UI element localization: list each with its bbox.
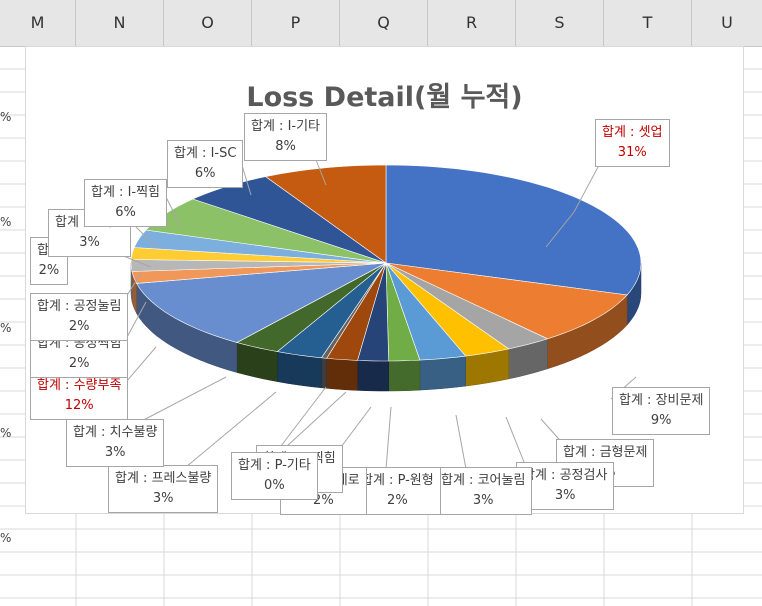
data-label-name: 합계 : 금형문제	[563, 445, 648, 460]
leader-line	[505, 416, 527, 468]
cell-percent-2: %	[0, 215, 12, 229]
leader-line	[385, 406, 392, 470]
pie-slice	[385, 164, 642, 296]
data-label-name: 합계 : I-SC	[174, 146, 237, 161]
leader-line	[133, 376, 227, 426]
pie-slice	[385, 262, 510, 357]
data-label[interactable]: 합계 : 코어눌림 3%	[434, 467, 533, 515]
pie-slice	[236, 262, 387, 352]
data-label-value: 3%	[554, 488, 576, 503]
data-label[interactable]: 합계 : I-찍힘 6%	[84, 179, 168, 227]
leader-line	[455, 414, 467, 470]
data-label[interactable]: 합계 : I-기타 8%	[244, 113, 328, 161]
data-label-value: 3%	[104, 445, 126, 460]
column-header-bar: M N O P Q R S T U	[0, 0, 762, 47]
data-label-value: 3%	[79, 235, 100, 250]
pie-slice	[385, 262, 467, 361]
pie-slice	[385, 262, 628, 340]
data-label-value: 9%	[650, 413, 672, 428]
pie-slice-side	[321, 357, 327, 389]
cell-percent-5: %	[0, 531, 12, 545]
data-label-value: 2%	[38, 263, 60, 278]
pie-plot-area	[120, 154, 642, 470]
data-label-name: 합계 : P-원형	[361, 473, 434, 488]
column-header-r[interactable]: R	[428, 0, 516, 46]
pie-slice	[276, 262, 387, 359]
cell-percent-3: %	[0, 321, 12, 335]
data-label-name: 합계 : 공정검사	[523, 468, 608, 483]
data-label-name: 합계 : 장비문제	[619, 393, 704, 408]
leader-line	[135, 226, 157, 248]
data-label-name: 합계 : I-기타	[251, 119, 321, 134]
leader-line	[125, 346, 157, 383]
data-label-value: 12%	[64, 398, 94, 413]
pie-side-walls	[130, 262, 642, 392]
data-label-name: 합계 : 공정눌림	[37, 299, 122, 314]
data-label-value: 3%	[472, 493, 494, 508]
pie-slice	[385, 262, 549, 350]
leader-lines	[120, 154, 637, 470]
pie-chart[interactable]: Loss Detail(월 누적) 합계 : 셋업 31% 합계 : 장비문제 9% 합…	[25, 46, 744, 515]
leader-line	[125, 301, 147, 340]
cell-percent-1: %	[0, 110, 12, 124]
pie-top-faces	[130, 164, 642, 362]
data-label[interactable]: 합계 : P-기타 0%	[231, 452, 318, 500]
data-label[interactable]: 합계 : I-SC 6%	[167, 140, 244, 188]
data-label-value: 6%	[194, 166, 216, 181]
data-label-value: 2%	[68, 356, 90, 371]
leader-line	[165, 196, 182, 228]
leader-line	[285, 391, 347, 448]
data-label[interactable]: 합계 : 치수불량 3%	[66, 419, 165, 467]
pie-slice	[136, 262, 387, 343]
data-label[interactable]: 합계 : 장비문제 9%	[612, 387, 711, 435]
chart-title: Loss Detail(월 누적)	[246, 82, 523, 113]
data-label[interactable]: 합계 : 셋업 31%	[595, 119, 670, 167]
pie-slice-side	[419, 355, 466, 391]
pie-slice-side	[388, 359, 421, 392]
column-header-q[interactable]: Q	[340, 0, 428, 46]
column-header-m[interactable]: M	[0, 0, 76, 46]
data-label-name: 합계 : 셋업	[602, 125, 663, 140]
column-header-o[interactable]: O	[164, 0, 252, 46]
data-label-value: 6%	[115, 205, 136, 220]
data-label-name: 합계 : I-찍힘	[91, 185, 161, 200]
data-label[interactable]: 합계 : 수량부족 12%	[30, 372, 129, 420]
data-label-name: 합계 : 코어눌림	[441, 473, 526, 488]
data-label-value: 3%	[152, 491, 174, 506]
leader-line	[120, 254, 152, 268]
column-header-s[interactable]: S	[516, 0, 604, 46]
data-label-value: 8%	[275, 139, 296, 154]
pie-slice-side	[357, 360, 389, 392]
leader-line	[545, 166, 599, 248]
data-label-name: 합계 : 프레스불량	[115, 471, 212, 486]
data-label-name: 합계 : P-기타	[238, 458, 311, 473]
data-label-name: 합계 : 치수불량	[73, 425, 158, 440]
pie-slice-side	[326, 358, 358, 391]
leader-line	[125, 272, 142, 298]
data-label-name: 합계 : 수량부족	[37, 378, 122, 393]
column-header-n[interactable]: N	[76, 0, 164, 46]
data-label-value: 31%	[617, 145, 647, 160]
leader-line	[185, 391, 277, 468]
data-label[interactable]: 합계 : 공정눌림 2%	[30, 293, 129, 341]
data-label[interactable]: 합계 : P-원형 2%	[354, 467, 441, 515]
data-label-value: 2%	[313, 493, 334, 508]
cell-percent-4: %	[0, 426, 12, 440]
pie-slice	[133, 229, 387, 264]
column-header-u[interactable]: U	[721, 13, 733, 32]
data-label[interactable]: 합계 : 프레스불량 3%	[108, 465, 219, 513]
data-label-value: 2%	[68, 319, 90, 334]
data-label-value: 0%	[264, 478, 285, 493]
column-header-p[interactable]: P	[252, 0, 340, 46]
pie-slice	[264, 164, 387, 264]
data-label-value: 2%	[387, 493, 408, 508]
column-header-t[interactable]: T	[604, 0, 692, 46]
